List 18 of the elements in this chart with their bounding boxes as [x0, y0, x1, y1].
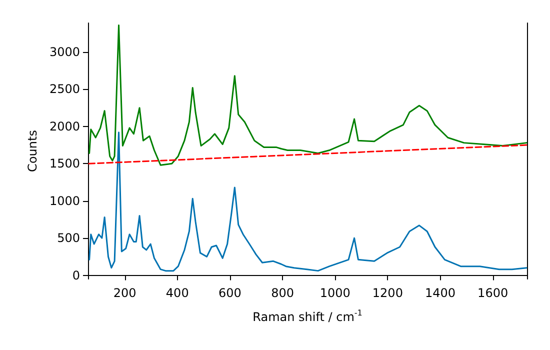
y-tick-label: 500 — [57, 231, 80, 246]
x-tick-label: 1600 — [478, 286, 508, 300]
line-series — [88, 24, 528, 166]
x-tick-label: 400 — [166, 286, 189, 300]
y-tick-label: 1500 — [49, 156, 80, 171]
y-tick-label: 1000 — [49, 194, 80, 208]
line-series — [88, 132, 528, 272]
x-tick-label: 1200 — [372, 286, 403, 300]
x-tick-label: 200 — [113, 286, 136, 300]
y-tick-label: 3000 — [49, 45, 80, 60]
x-tick-label: 800 — [271, 286, 294, 300]
x-tick-label: 1400 — [424, 286, 456, 300]
y-tick-label: 0 — [72, 268, 80, 282]
x-tick-label: 600 — [218, 286, 242, 300]
y-axis-title: Counts — [26, 130, 40, 172]
y-tick-label: 2500 — [49, 82, 80, 96]
y-tick-label: 2000 — [49, 119, 80, 134]
x-tick-label: 1000 — [320, 286, 350, 300]
